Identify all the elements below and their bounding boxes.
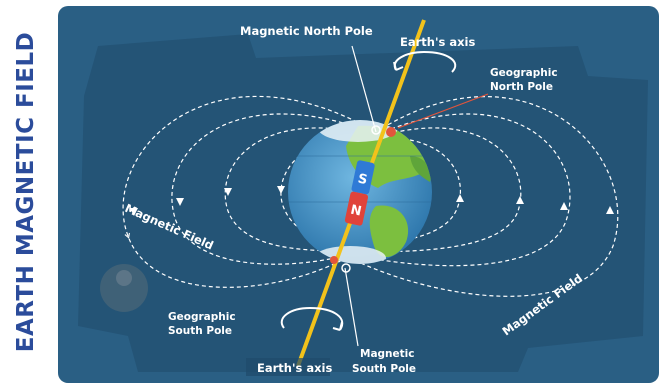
earth-axis-bottom-label: Earth's axis bbox=[257, 361, 332, 375]
magnetic-north-pole-label: Magnetic North Pole bbox=[240, 24, 373, 38]
geographic-north-pointer-line bbox=[397, 93, 489, 129]
geographic-north-pole-label-line2: North Pole bbox=[490, 81, 553, 93]
grey-circle-head bbox=[116, 270, 132, 286]
geographic-north-pole-label-line1: Geographic bbox=[490, 67, 558, 79]
field-arrows bbox=[130, 186, 614, 216]
geographic-south-pole-label-line1: Geographic bbox=[168, 311, 236, 323]
grey-circle bbox=[100, 264, 148, 312]
magnetic-north-pointer-line bbox=[351, 45, 377, 133]
diagram-panel: S N Magnetic North Pole Earth's axis Geo… bbox=[58, 6, 659, 383]
rotation-arrow-top bbox=[393, 50, 457, 73]
bar-magnet: S N bbox=[344, 160, 375, 226]
magnet-south-half bbox=[351, 160, 375, 195]
magnetic-south-pole-label-line2: South Pole bbox=[352, 363, 416, 375]
magnet-north-half bbox=[344, 191, 369, 226]
geographic-south-pole-label-line2: South Pole bbox=[168, 325, 232, 337]
magnetic-field-lines bbox=[122, 95, 619, 297]
geographic-north-pole-marker bbox=[386, 127, 396, 137]
title-text: EARTH MAGNETIC FIELD bbox=[13, 31, 39, 353]
magnetic-south-pointer-line bbox=[344, 267, 359, 347]
side-title: EARTH MAGNETIC FIELD bbox=[0, 0, 52, 383]
rotation-arrow-bottom bbox=[280, 306, 344, 331]
earth-axis-top-label: Earth's axis bbox=[400, 35, 475, 49]
magnetic-south-pole-label-line1: Magnetic bbox=[360, 348, 415, 360]
magnetic-north-pole-marker bbox=[371, 125, 381, 135]
magnet-s-letter: S bbox=[356, 171, 368, 188]
earth-axis-bottom-label-bg bbox=[246, 358, 330, 376]
magnetic-south-pole-marker bbox=[341, 263, 351, 273]
earth-magnetic-field-diagram: S N Magnetic North Pole Earth's axis Geo… bbox=[78, 19, 648, 376]
magnet-n-letter: N bbox=[349, 203, 363, 220]
geographic-south-pole-marker bbox=[330, 256, 338, 264]
